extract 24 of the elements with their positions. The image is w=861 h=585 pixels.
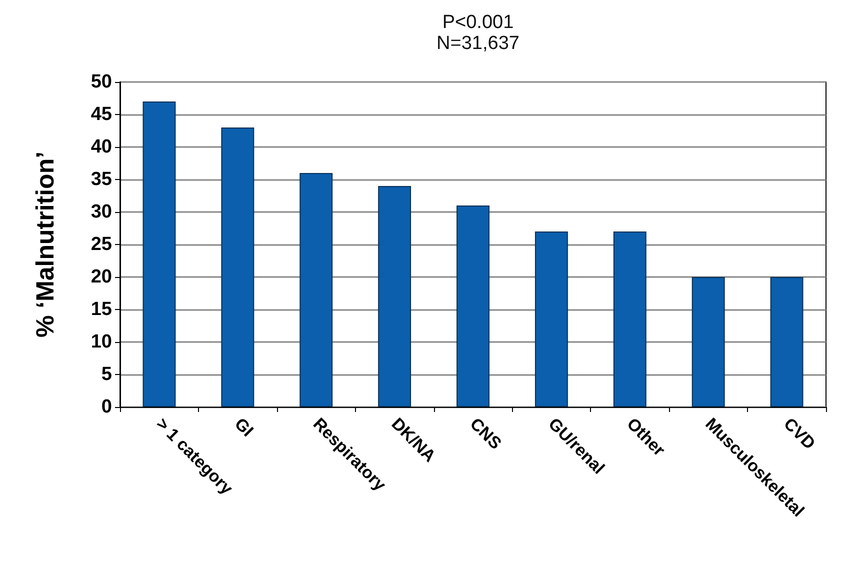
bar — [300, 173, 333, 407]
bar — [142, 102, 176, 407]
bar — [378, 186, 412, 407]
y-tick-label: 0 — [101, 396, 112, 418]
y-axis-title: % ‘Malnutrition’ — [32, 151, 60, 338]
y-tick-label: 10 — [90, 332, 112, 352]
y-tick-label: 35 — [90, 169, 112, 190]
y-tick-label: 45 — [90, 104, 112, 125]
y-tick-label: 25 — [90, 234, 112, 255]
bar — [692, 277, 725, 407]
y-tick-label: 40 — [90, 136, 112, 158]
y-tick-label: 20 — [90, 266, 112, 288]
x-tick-label: GI — [230, 414, 258, 440]
chart-title: P<0.001 — [442, 12, 514, 33]
bar — [770, 277, 804, 407]
y-tick-label: 5 — [101, 364, 112, 385]
y-tick-label: 15 — [90, 299, 112, 320]
y-tick-label: 50 — [90, 72, 112, 92]
bar — [221, 128, 254, 407]
bar — [613, 232, 646, 407]
bar — [456, 206, 490, 407]
bar — [534, 232, 568, 407]
chart-subtitle: N=31,637 — [436, 33, 520, 54]
y-tick-label: 30 — [90, 202, 112, 222]
